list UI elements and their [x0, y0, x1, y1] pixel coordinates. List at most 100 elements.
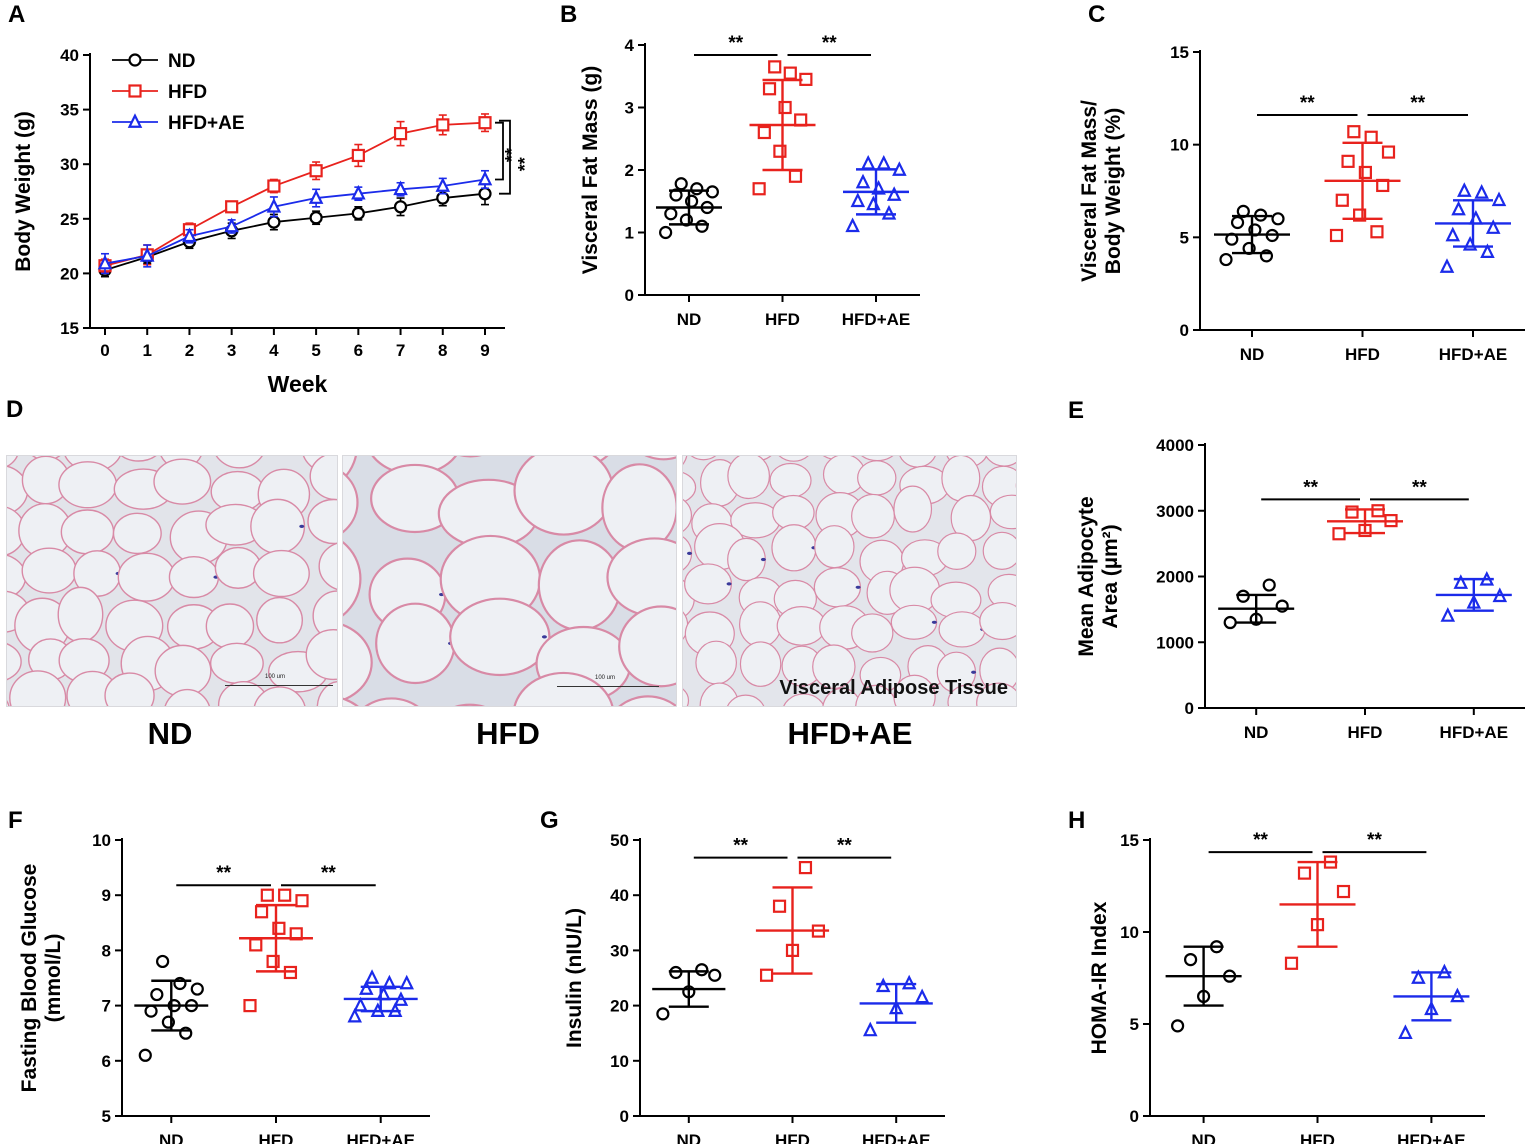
y-axis-title: Fasting Blood Glucose: [18, 864, 41, 1093]
adipocyte-cell: [644, 456, 676, 461]
legend-marker: [127, 113, 143, 128]
panel-letter: F: [8, 807, 23, 834]
data-point: [1170, 1019, 1185, 1033]
data-point: [875, 977, 891, 993]
x-tick-label-hfd: HFD: [1345, 345, 1380, 364]
adipocyte-cell: [699, 682, 740, 706]
x-tick-label: 7: [396, 341, 405, 360]
series-line-hfd: [104, 121, 486, 267]
y-axis-title: HOMA-IR Index: [1088, 901, 1111, 1054]
adipocyte-cell: [252, 549, 310, 598]
data-point: [1183, 952, 1198, 967]
legend-marker: [128, 84, 142, 98]
y-tick-label: 0: [625, 286, 634, 305]
data-point: [1347, 125, 1361, 139]
data-point: [478, 116, 492, 130]
chart-h: 0 5 10 15 HOMA-IR Index H ND HFD HFD+AE ** **: [1068, 807, 1485, 1144]
adipocyte-cell: [343, 541, 362, 617]
data-point: [1381, 145, 1396, 159]
data-point: [866, 195, 881, 211]
panel-letter: E: [1068, 397, 1084, 424]
adipocyte-cell: [343, 623, 373, 702]
data-point: [783, 66, 797, 80]
y-axis-title: Area (µm²): [1099, 524, 1122, 628]
data-point: [674, 177, 688, 191]
data-point: [1219, 252, 1233, 267]
data-point: [266, 197, 282, 213]
y-tick-label: 5: [102, 1107, 111, 1126]
data-point: [1440, 607, 1456, 622]
x-tick-label: 3: [227, 341, 236, 360]
data-point: [1474, 184, 1489, 199]
y-tick-label: 0: [620, 1107, 629, 1126]
adipocyte-cell: [343, 471, 359, 534]
y-tick-label: 15: [1170, 43, 1189, 62]
data-point: [1439, 258, 1455, 273]
data-point: [1398, 1024, 1413, 1040]
tissue-label: Visceral Adipose Tissue: [779, 677, 1008, 699]
adipocyte-cell: [618, 695, 676, 706]
x-tick-label-nd: ND: [159, 1131, 184, 1144]
data-point: [695, 963, 709, 977]
data-point: [788, 169, 803, 183]
x-tick-label: 2: [185, 341, 194, 360]
data-point: [1275, 599, 1289, 613]
adipocyte-cell: [104, 672, 155, 706]
data-point: [892, 161, 907, 176]
data-point: [768, 60, 782, 74]
data-point: [855, 173, 871, 189]
cell-nucleus: [971, 670, 977, 674]
micrograph-caption-hfd-ae: HFD+AE: [787, 716, 913, 751]
data-point: [393, 200, 408, 214]
y-tick-label: 9: [102, 886, 111, 905]
series-line-nd: [104, 192, 486, 271]
data-point: [364, 969, 380, 984]
data-point: [351, 148, 365, 163]
data-point: [1457, 182, 1472, 197]
data-point: [659, 225, 673, 240]
micrograph-caption-nd: ND: [147, 716, 193, 751]
y-tick-label: 0: [1185, 699, 1194, 718]
adipocyte-cell: [683, 472, 697, 503]
adipocyte-cell: [318, 542, 337, 590]
x-tick-label: 5: [311, 341, 320, 360]
y-tick-label: 30: [610, 941, 629, 960]
data-point: [778, 100, 792, 115]
adipocyte-cell: [253, 686, 306, 706]
significance-marker: **: [1412, 477, 1427, 498]
data-point: [1335, 193, 1349, 207]
legend-marker: [128, 53, 142, 67]
data-point: [1371, 504, 1385, 518]
y-tick-label: 10: [1120, 923, 1139, 942]
x-tick-label-hfd-ae: HFD+AE: [1397, 1131, 1465, 1144]
data-point: [144, 1004, 158, 1018]
data-point: [477, 170, 493, 186]
y-tick-label: 25: [60, 210, 79, 229]
data-point: [225, 200, 239, 214]
significance-marker: **: [1300, 93, 1315, 114]
data-point: [886, 186, 902, 201]
data-point: [695, 219, 709, 233]
x-tick-label: 8: [438, 341, 447, 360]
adipocyte-cell: [7, 456, 18, 468]
data-point: [845, 217, 860, 233]
adipocyte-cell: [120, 456, 157, 462]
chart-g: 0 10 20 30 40 50 Insulin (nIU/L) G ND HFD HFD+AE **…: [540, 807, 945, 1144]
data-point: [308, 189, 324, 204]
data-point: [914, 988, 930, 1004]
data-point: [1480, 243, 1495, 259]
adipocyte-cell: [449, 597, 551, 677]
data-point: [1364, 130, 1378, 144]
data-point: [1230, 215, 1245, 230]
data-point: [1341, 154, 1355, 168]
adipocyte-cell: [112, 512, 162, 555]
data-point: [1491, 191, 1507, 207]
data-point: [1370, 225, 1384, 239]
chart-e: 0 1000 2000 3000 4000 Mean Adipocyte Area (µm²…: [1068, 397, 1525, 742]
scale-bar-label: 100 um: [595, 675, 616, 681]
adipocyte-cell: [989, 494, 1016, 530]
cell-nucleus: [931, 620, 937, 624]
adipocyte-cell: [164, 688, 211, 706]
adipocyte-cell: [822, 687, 862, 706]
